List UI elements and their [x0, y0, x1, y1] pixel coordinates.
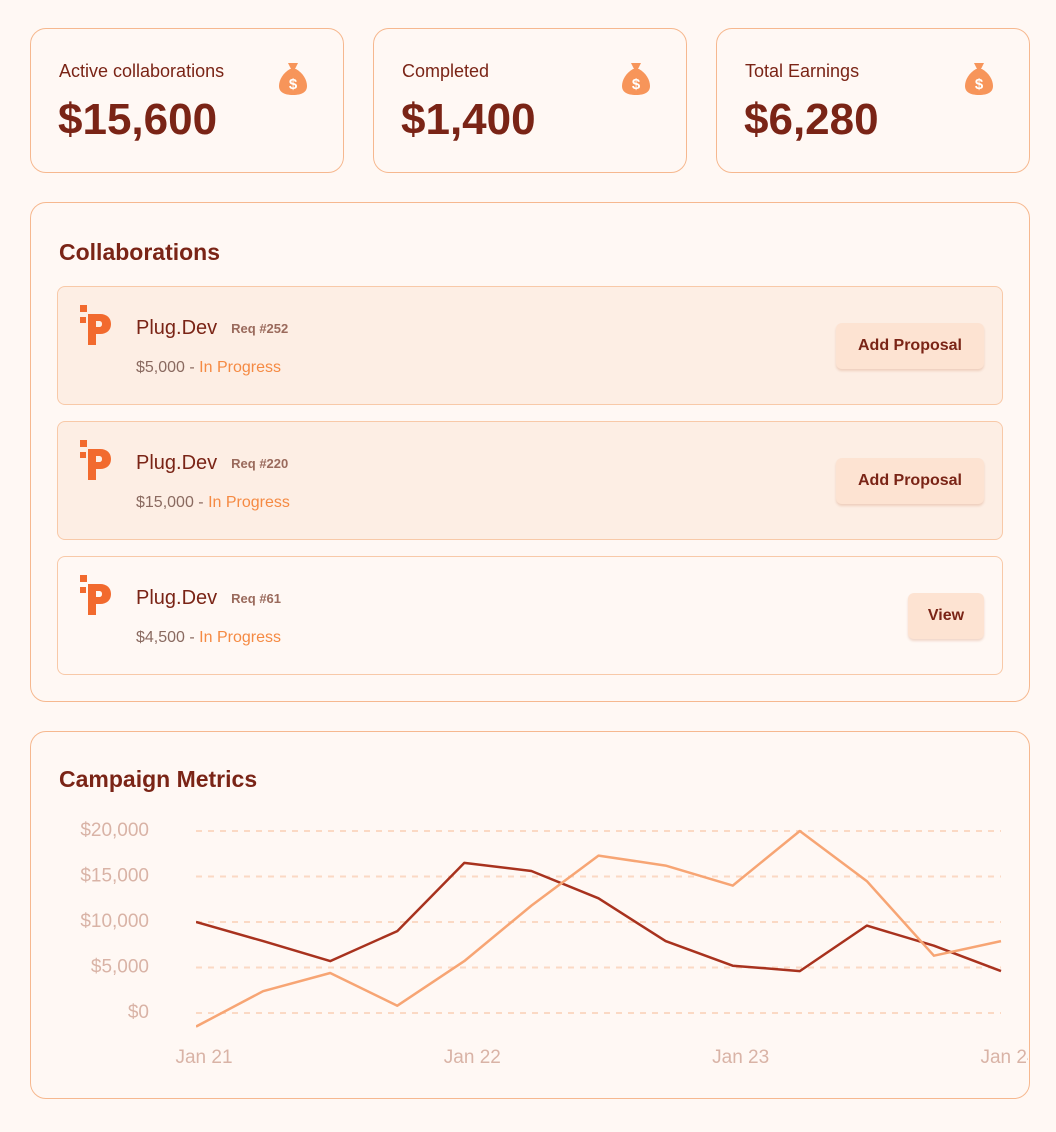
- company-name: Plug.Dev: [136, 317, 218, 339]
- y-tick-label: $0: [128, 1002, 149, 1023]
- request-id: Req #61: [231, 591, 282, 606]
- action-button[interactable]: Add Proposal: [836, 323, 984, 369]
- stat-label: Total Earnings: [745, 61, 860, 81]
- company-logo: [80, 305, 111, 345]
- stat-value: $6,280: [744, 95, 879, 144]
- svg-text:$: $: [975, 76, 984, 93]
- chart: Campaign Metrics $0 $5,000 $10,000 $15,000 $…: [59, 766, 1028, 1068]
- collaboration-row: Plug.Dev Req #252 $5,000 - In Progress Add …: [57, 286, 1003, 405]
- amount-status: $5,000 - In Progress: [136, 359, 281, 377]
- company-logo: [80, 440, 111, 480]
- company-logo: [80, 575, 111, 615]
- svg-text:$: $: [289, 76, 298, 93]
- data-line: [196, 829, 1002, 1028]
- amount: $15,000 -: [136, 494, 209, 511]
- status: In Progress: [199, 629, 281, 646]
- x-tick-label: Jan 21: [175, 1047, 232, 1068]
- x-tick-label: Jan 22: [444, 1047, 501, 1068]
- money-icon: $: [279, 63, 307, 95]
- collaborations-panel: Collaborations Plug.Dev Req #252 $5,000 - …: [30, 202, 1030, 702]
- data-line: [196, 861, 1002, 973]
- stat-card: Completed $1,400 $: [373, 28, 687, 173]
- action-button[interactable]: Add Proposal: [836, 458, 984, 504]
- stat-label: Active collaborations: [59, 61, 225, 81]
- amount-status: $4,500 - In Progress: [136, 629, 281, 647]
- company-name: Plug.Dev: [136, 587, 218, 609]
- y-tick-label: $10,000: [80, 911, 149, 932]
- status: In Progress: [199, 359, 281, 376]
- status: In Progress: [208, 494, 290, 511]
- x-tick-label: Jan 23: [712, 1047, 769, 1068]
- amount: $4,500 -: [136, 629, 200, 646]
- company-name: Plug.Dev: [136, 452, 218, 474]
- y-tick-label: $15,000: [80, 866, 149, 887]
- collaboration-row: Plug.Dev Req #61 $4,500 - In Progress View: [57, 556, 1003, 675]
- request-id: Req #252: [231, 321, 289, 336]
- stat-value: $1,400: [401, 95, 536, 144]
- amount: $5,000 -: [136, 359, 200, 376]
- chart-title: Campaign Metrics: [59, 766, 257, 792]
- action-button[interactable]: View: [908, 593, 984, 639]
- money-icon: $: [622, 63, 650, 95]
- x-tick-label: Jan 24: [980, 1047, 1028, 1068]
- stat-card: Active collaborations $15,600 $: [30, 28, 344, 173]
- svg-text:$: $: [632, 76, 641, 93]
- amount-status: $15,000 - In Progress: [136, 494, 290, 512]
- collaboration-row: Plug.Dev Req #220 $15,000 - In Progress Add…: [57, 421, 1003, 540]
- panel-title: Collaborations: [59, 239, 221, 265]
- y-tick-label: $5,000: [91, 957, 149, 978]
- stat-card: Total Earnings $6,280 $: [716, 28, 1030, 173]
- y-tick-label: $20,000: [80, 820, 149, 841]
- stat-label: Completed: [402, 61, 490, 81]
- stat-value: $15,600: [58, 95, 218, 144]
- chart-panel: Campaign Metrics $0 $5,000 $10,000 $15,000 $…: [30, 731, 1030, 1099]
- money-icon: $: [965, 63, 993, 95]
- request-id: Req #220: [231, 456, 289, 471]
